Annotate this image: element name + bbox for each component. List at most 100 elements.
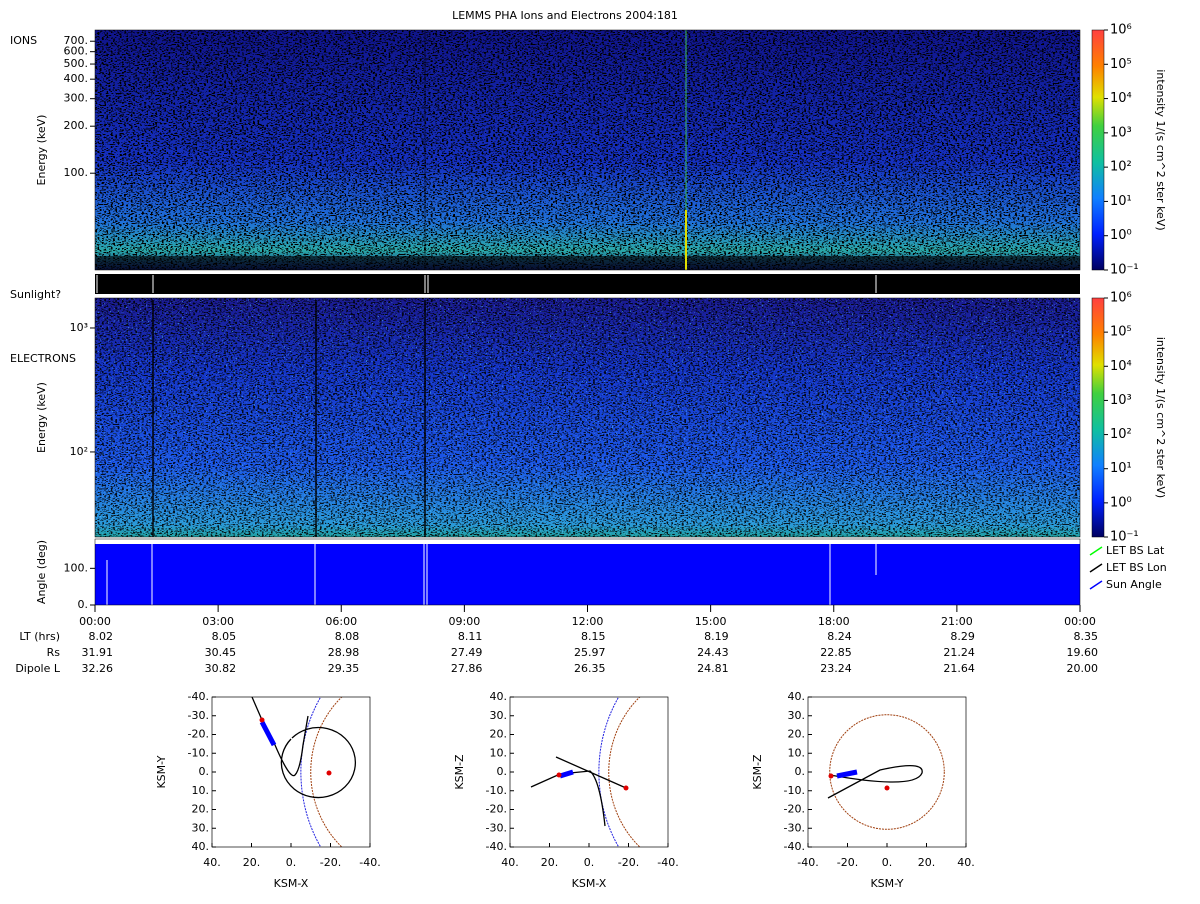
colorbar-label: intensity 1/(s cm^2 ster keV): [1154, 69, 1167, 230]
orbit-frame: [807, 696, 967, 848]
ephemeris-value: 24.81: [697, 662, 729, 675]
x-axis-label: KSM-Y: [870, 877, 903, 890]
ephemeris-value: 8.24: [827, 630, 852, 643]
x-tick-label: 12:00: [572, 615, 604, 628]
y-axis-label: Energy (keV): [35, 382, 48, 453]
ephemeris-value: 27.86: [451, 662, 483, 675]
colorbar: [1091, 297, 1105, 538]
x-tick-label: 20.: [541, 856, 559, 869]
colorbar-tick-label: 10²: [1110, 160, 1132, 175]
sunlight-marks: [96, 275, 877, 293]
orbit-shape: [836, 769, 858, 779]
spectrogram-band: [95, 256, 1080, 270]
colorbar-tick-label: 10¹: [1110, 194, 1132, 209]
x-tick-label: 00:00: [1064, 615, 1096, 628]
ephemeris-value: 8.11: [458, 630, 483, 643]
ephemeris-value: 23.24: [820, 662, 852, 675]
orbit-shape: [623, 785, 629, 791]
y-tick-label: -20.: [486, 803, 507, 816]
ephemeris-value: 8.08: [335, 630, 360, 643]
colorbar-tick-label: 10⁵: [1110, 57, 1132, 72]
x-tick-label: -40.: [797, 856, 818, 869]
ephemeris-value: 31.91: [82, 646, 114, 659]
colorbar-tick-label: 10³: [1110, 125, 1132, 140]
ephemeris-value: 8.15: [581, 630, 606, 643]
x-tick-label: 03:00: [202, 615, 234, 628]
orbit-frame: [211, 696, 371, 848]
x-tick-label: 0.: [286, 856, 297, 869]
ephemeris-value: 32.26: [82, 662, 114, 675]
ephemeris-value: 8.29: [950, 630, 975, 643]
ephemeris-value: 20.00: [1067, 662, 1099, 675]
orbit-shape: [556, 772, 562, 778]
legend-label: LET BS Lon: [1106, 561, 1167, 574]
angle-top: [95, 539, 1080, 544]
y-tick-label: 10.: [490, 746, 508, 759]
ephemeris-value: 30.82: [205, 662, 237, 675]
gaps: [152, 300, 426, 537]
ephemeris-value: 8.19: [704, 630, 729, 643]
x-axis-label: KSM-X: [274, 877, 309, 890]
y-axis-label: Angle (deg): [35, 540, 48, 604]
y-tick-label: -10.: [188, 746, 209, 759]
y-tick-label: -40.: [486, 840, 507, 853]
legend-swatch: [1089, 563, 1103, 573]
y-tick-label: 400.: [64, 72, 89, 85]
ephemeris-value: 21.64: [943, 662, 975, 675]
x-tick-label: -40.: [359, 856, 380, 869]
orbit-shape: [310, 697, 343, 847]
y-tick-label: 700.: [64, 34, 89, 47]
colorbar-label: intensity 1/(s cm^2 ster keV): [1154, 337, 1167, 498]
orbit-shape: [608, 697, 641, 847]
x-tick-label: 40.: [501, 856, 519, 869]
x-tick-label: -20.: [837, 856, 858, 869]
panel-frame: [94, 29, 1081, 271]
ephemeris-value: 30.45: [205, 646, 237, 659]
y-tick-label: 0.: [78, 598, 89, 611]
colorbar-tick-label: 10²: [1110, 427, 1132, 442]
x-tick-label: -40.: [657, 856, 678, 869]
y-tick-label: 30.: [788, 709, 806, 722]
colorbar-tick-label: 10⁶: [1110, 291, 1132, 306]
ephemeris-label: Rs: [47, 646, 61, 659]
y-tick-label: 600.: [64, 45, 89, 58]
y-tick-label: 300.: [64, 92, 89, 105]
y-tick-label: 100.: [64, 166, 89, 179]
chart-title: LEMMS PHA Ions and Electrons 2004:181: [452, 9, 678, 22]
x-tick-label: 18:00: [818, 615, 850, 628]
y-tick-label: -30.: [486, 821, 507, 834]
legend-swatch: [1089, 546, 1103, 556]
colorbar-tick-label: 10⁻¹: [1110, 263, 1139, 278]
orbit-shape: [251, 697, 356, 799]
ephemeris-value: 25.97: [574, 646, 606, 659]
x-tick-label: 20.: [243, 856, 261, 869]
y-tick-label: 40.: [490, 690, 508, 703]
y-tick-label: 0.: [795, 765, 806, 778]
orbit-drawing: [827, 714, 945, 830]
colorbar-tick-label: 10³: [1110, 393, 1132, 408]
sun-angle-area: [95, 539, 1080, 605]
angle-gaps: [106, 541, 877, 605]
ephemeris-value: 29.35: [328, 662, 360, 675]
y-tick-label: 30.: [192, 821, 210, 834]
ephemeris-value: 19.60: [1067, 646, 1099, 659]
y-axis-label: Energy (keV): [35, 115, 48, 186]
panel-label: IONS: [10, 34, 37, 47]
x-tick-label: 0.: [584, 856, 595, 869]
ephemeris-value: 8.35: [1074, 630, 1099, 643]
y-tick-label: -10.: [784, 784, 805, 797]
x-axis-label: KSM-X: [572, 877, 607, 890]
colorbar-tick-label: 10⁰: [1110, 228, 1132, 243]
y-axis-label: KSM-Y: [155, 755, 168, 788]
y-tick-label: -20.: [784, 803, 805, 816]
x-tick-label: 06:00: [325, 615, 357, 628]
orbit-drawing: [251, 697, 356, 847]
orbit-shape: [559, 769, 574, 779]
colorbar-tick-label: 10¹: [1110, 461, 1132, 476]
colorbar: [1091, 29, 1105, 271]
orbit-shape: [259, 717, 265, 723]
x-tick-label: -20.: [618, 856, 639, 869]
y-tick-label: 40.: [192, 840, 210, 853]
ephemeris-value: 22.85: [820, 646, 852, 659]
